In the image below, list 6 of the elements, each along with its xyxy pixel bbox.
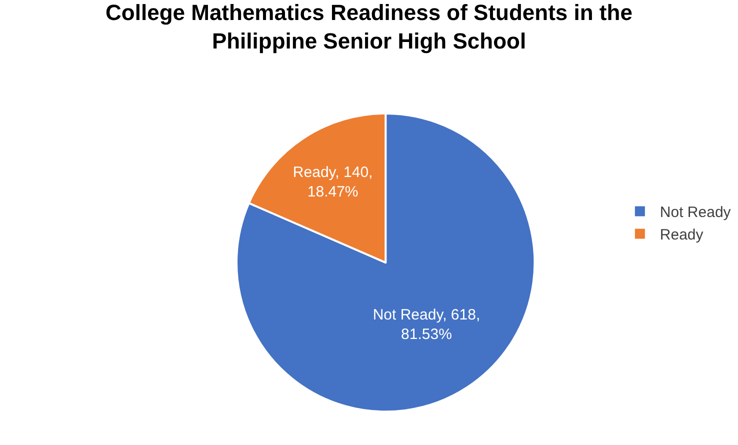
- data-label: Ready, 140, 18.47%: [292, 164, 373, 200]
- legend-label: Ready: [660, 226, 704, 244]
- legend-label: Not Ready: [660, 204, 732, 222]
- data-label: Not Ready, 618, 81.53%: [372, 306, 480, 344]
- pie-slice: [236, 112, 536, 412]
- chart-title: College Mathematics Readiness of Students in the Philippine Senior High School: [106, 0, 632, 54]
